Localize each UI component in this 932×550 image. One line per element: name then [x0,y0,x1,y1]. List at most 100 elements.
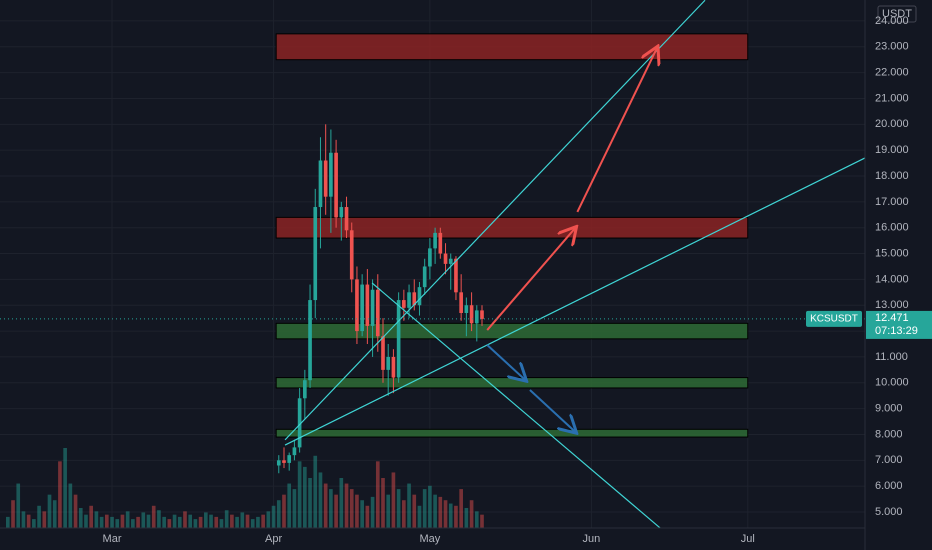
candle-body [407,292,411,308]
candle-body [386,356,391,370]
candle-body [323,160,328,197]
volume-bar [167,519,172,528]
volume-bar [313,455,318,528]
zone [275,377,749,389]
candle-body [329,152,333,197]
candle-body [375,289,380,337]
x-tick-label: Jul [741,533,755,545]
volume-bar [344,483,349,528]
volume-bar [480,514,484,528]
volume-bar [125,511,130,528]
volume-bar [375,461,380,528]
volume-bar [136,516,140,528]
y-tick-label: 7.000 [875,454,903,466]
candle-body [417,287,422,306]
candle-body [480,310,484,319]
volume-bar [52,500,57,528]
volume-bar [110,516,114,528]
arrow [486,344,525,380]
volume-bar [276,500,281,528]
volume-bar [266,511,271,528]
y-tick-label: 11.000 [875,351,908,363]
x-tick-label: Apr [265,533,282,545]
volume-bar [469,500,474,528]
volume-bar [177,516,182,528]
currency: USDT [882,8,912,20]
volume-bar [407,483,411,528]
volume-bar [256,516,260,528]
candle-body [464,305,469,313]
candle-body [412,292,417,306]
candle-body [443,253,448,264]
volume-bar [78,508,83,528]
candle-body [391,356,396,378]
candle-body [459,292,463,313]
volume-bar [381,478,385,528]
volume-bar [219,519,224,528]
y-tick-label: 15.000 [875,247,909,259]
candle-body [339,207,344,218]
volume-bar [120,514,125,528]
y-tick-label: 5.000 [875,506,903,518]
candle-body [438,232,443,254]
volume-bar [271,505,276,528]
y-tick-label: 9.000 [875,403,903,415]
y-tick-label: 6.000 [875,480,903,492]
volume-bar [474,511,479,528]
volume-bar [73,494,78,528]
candle-body [474,310,479,324]
x-tick-label: Mar [103,533,122,545]
volume-bar [209,514,213,528]
volume-bar [151,505,156,528]
candle-body [360,284,364,332]
candle-body [344,207,349,231]
volume-bar [360,500,364,528]
volume-bar [412,494,417,528]
volume-bar [318,472,323,528]
volume-bar [261,514,265,528]
volume-bar [438,496,443,528]
volume-bar [157,510,161,528]
countdown: 07:13:29 [875,325,918,337]
zone [275,33,749,61]
volume-bar [422,489,427,528]
volume-bar [417,505,422,528]
volume-bar [443,500,448,528]
y-tick-label: 18.000 [875,170,909,182]
volume-bar [282,494,286,528]
candle-body [297,398,302,448]
candle-body [402,300,406,308]
volume-bar [115,519,120,528]
arrow [486,228,575,331]
candle-body [282,460,286,463]
candle-body [381,336,385,370]
volume-bar [198,516,203,528]
volume-bar [428,485,432,528]
volume-bar [131,519,135,528]
volume-bar [329,489,333,528]
volume-bar [396,489,401,528]
candle-body [313,207,318,301]
volume-bar [5,516,10,528]
y-tick-label: 17.000 [875,196,909,208]
candle-body [428,248,432,267]
candle-body [370,289,375,326]
currency-box [877,5,917,23]
price-label-box [866,310,932,339]
candle-body [303,380,307,399]
volume-bar [214,516,219,528]
y-tick-label: 23.000 [875,41,909,53]
candle-body [349,230,354,280]
y-tick-label: 22.000 [875,67,909,79]
x-tick-label: Jun [583,533,601,545]
volume-bar [370,496,375,528]
volume-bar [104,514,109,528]
volume-bar [459,489,463,528]
volume-bar [193,519,198,528]
x-tick-label: May [420,533,441,545]
volume-bar [402,500,406,528]
volume-bar [183,511,187,528]
price-label: 12.471 [875,312,909,324]
